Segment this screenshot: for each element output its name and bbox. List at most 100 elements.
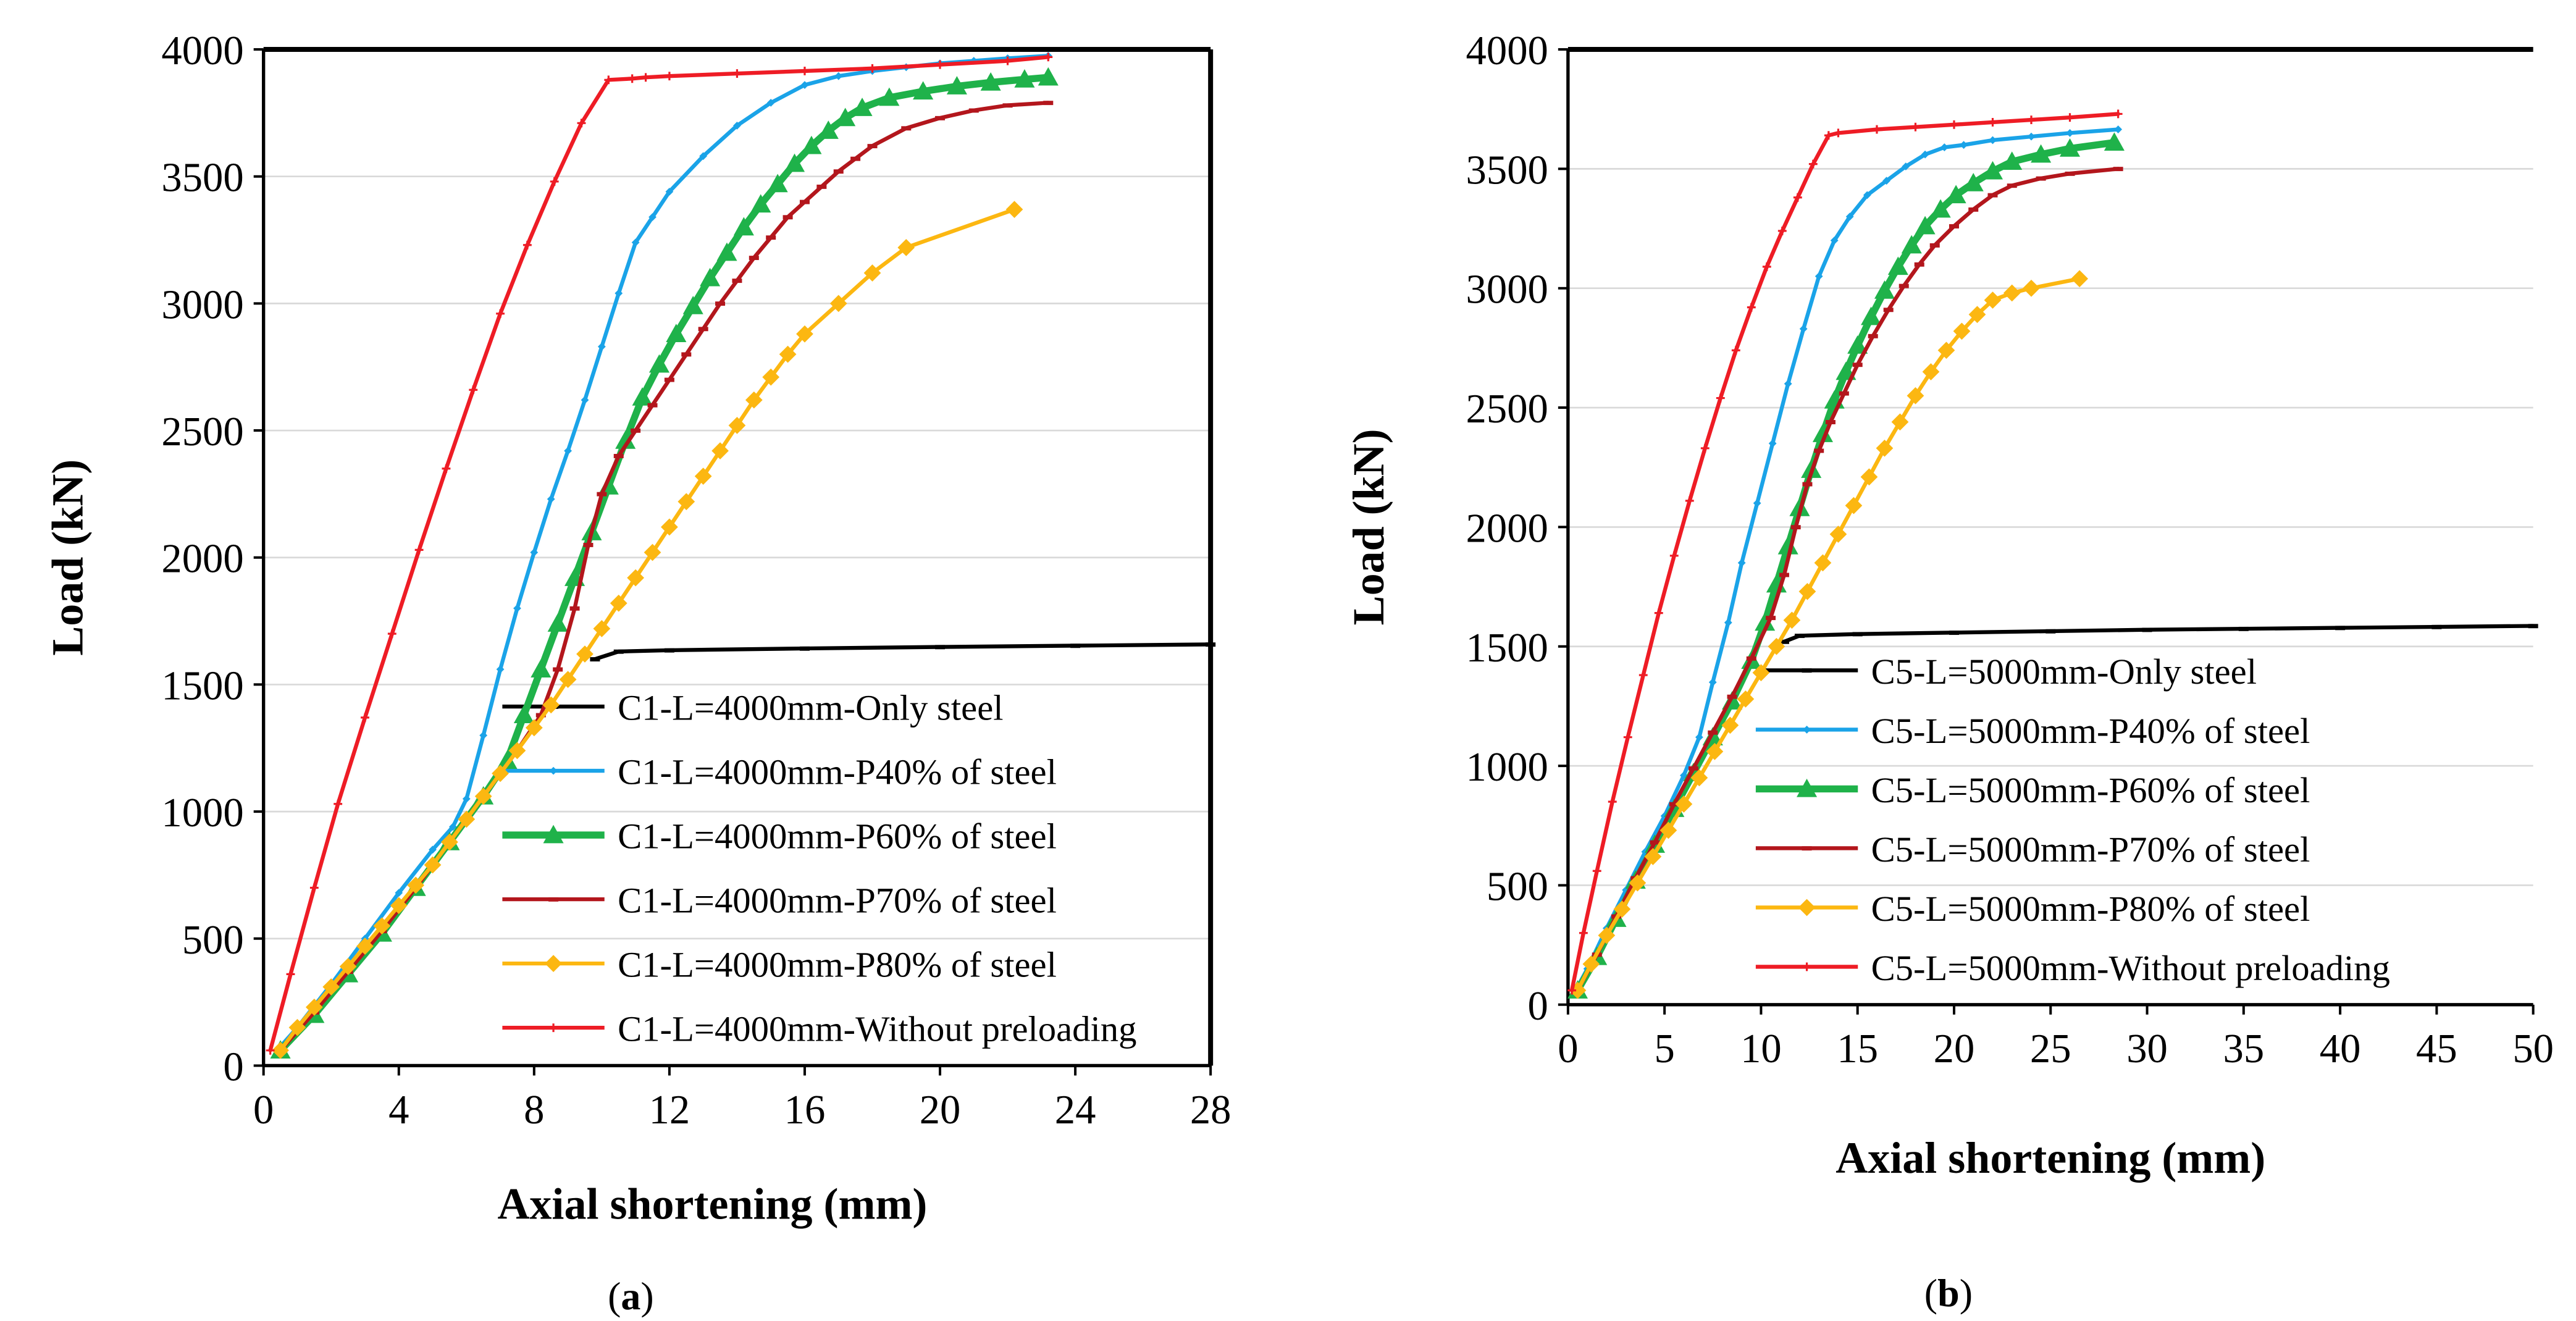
data-point-s1-10 bbox=[513, 604, 521, 613]
data-point-s3-24 bbox=[1968, 207, 1979, 212]
data-point-s5-19 bbox=[868, 64, 877, 73]
data-point-s2-legend bbox=[543, 824, 564, 844]
data-point-s5-7 bbox=[442, 464, 451, 473]
data-point-s3-20 bbox=[732, 279, 742, 283]
data-point-s5-2 bbox=[1592, 866, 1601, 876]
x-tick-label: 0 bbox=[1558, 1026, 1578, 1071]
data-point-s2-34 bbox=[1038, 67, 1059, 86]
data-point-s4-27 bbox=[728, 416, 746, 434]
data-point-s0-legend bbox=[1802, 668, 1812, 673]
legend-label: C1-L=4000mm-P60% of steel bbox=[618, 816, 1057, 856]
data-point-s4-12 bbox=[1752, 664, 1770, 682]
legend-label: C5-L=5000mm-Without preloading bbox=[1871, 948, 2390, 988]
data-point-s2-18 bbox=[1847, 335, 1868, 354]
data-point-s3-10 bbox=[1766, 616, 1776, 621]
data-point-s3-6 bbox=[1689, 766, 1699, 771]
data-point-s5-legend bbox=[549, 1023, 558, 1033]
data-point-s3-28 bbox=[867, 144, 878, 149]
x-tick-label: 40 bbox=[2320, 1026, 2361, 1071]
y-tick-label: 1500 bbox=[1466, 626, 1548, 671]
y-tick-label: 2000 bbox=[1466, 506, 1548, 551]
data-point-s5-2 bbox=[309, 883, 319, 892]
data-point-s4-15 bbox=[525, 719, 543, 737]
x-tick-label: 25 bbox=[2030, 1026, 2071, 1071]
data-point-s1-11 bbox=[1753, 499, 1761, 508]
y-tick-label: 3000 bbox=[161, 282, 243, 327]
data-point-s5-20 bbox=[1911, 122, 1920, 132]
data-point-s3-14 bbox=[631, 428, 641, 433]
data-point-s3-18 bbox=[1868, 333, 1878, 338]
data-point-s5-0 bbox=[266, 1046, 275, 1055]
data-point-s0-3 bbox=[799, 646, 810, 651]
data-point-s5-18 bbox=[800, 67, 809, 75]
data-point-s2-27 bbox=[1982, 161, 2003, 180]
data-point-s2-24 bbox=[1930, 199, 1951, 218]
chart-panel-a: 0 500 1000 1500 2000 2500 3000 3500 4000 0 4 8 12 16 2… bbox=[43, 28, 1231, 1318]
data-point-s3-19 bbox=[1883, 308, 1894, 312]
data-point-s1-17 bbox=[631, 238, 640, 247]
data-point-s5-15 bbox=[1793, 193, 1802, 202]
data-point-s3-17 bbox=[1852, 363, 1863, 367]
data-point-s3-11 bbox=[583, 542, 594, 547]
data-point-s3-12 bbox=[597, 492, 607, 497]
data-point-s2-28 bbox=[2002, 151, 2023, 170]
data-point-s3-22 bbox=[766, 235, 776, 240]
data-point-s4-2 bbox=[305, 998, 323, 1016]
data-point-s4-23 bbox=[1922, 363, 1940, 380]
x-tick-label: 4 bbox=[388, 1088, 409, 1133]
data-point-s5-10 bbox=[1716, 393, 1725, 403]
data-point-s1-14 bbox=[1799, 325, 1808, 333]
data-point-s1-legend bbox=[1803, 726, 1811, 734]
data-point-s4-17 bbox=[1829, 526, 1847, 543]
data-point-s0-2 bbox=[1852, 632, 1863, 637]
data-point-s5-22 bbox=[1988, 118, 1997, 127]
data-point-s4-5 bbox=[356, 937, 374, 955]
data-point-s0-5 bbox=[1070, 644, 1081, 648]
data-point-s3-16 bbox=[664, 377, 674, 382]
data-point-s3-11 bbox=[1779, 572, 1789, 577]
series-line-3 bbox=[1575, 167, 2120, 992]
data-point-s2-19 bbox=[700, 267, 721, 287]
data-point-s5-17 bbox=[1824, 131, 1833, 140]
data-point-s1-11 bbox=[530, 548, 539, 556]
data-point-s3-26 bbox=[2007, 183, 2017, 188]
x-tick-label: 15 bbox=[1837, 1026, 1878, 1071]
data-point-s2-27 bbox=[835, 107, 856, 127]
legend-label: C1-L=4000mm-P40% of steel bbox=[618, 752, 1057, 792]
x-tick-label: 5 bbox=[1654, 1026, 1674, 1071]
data-point-s4-8 bbox=[1690, 769, 1708, 787]
data-point-s3-15 bbox=[1825, 420, 1836, 424]
data-point-s5-12 bbox=[1747, 303, 1756, 312]
data-point-s4-28 bbox=[2003, 284, 2021, 302]
data-point-s2-32 bbox=[980, 72, 1001, 91]
data-point-s3-legend bbox=[1802, 846, 1812, 851]
data-point-s3-23 bbox=[782, 215, 793, 220]
data-point-s4-15 bbox=[1798, 582, 1816, 600]
data-point-s5-9 bbox=[1700, 443, 1710, 453]
data-point-s2-26 bbox=[1963, 173, 1984, 191]
x-tick-label: 8 bbox=[524, 1088, 544, 1133]
data-point-s3-7 bbox=[1708, 730, 1718, 735]
panel-caption: (b) bbox=[1924, 1271, 1973, 1315]
data-point-s1-8 bbox=[1708, 678, 1717, 687]
data-point-s5-21 bbox=[1950, 120, 1958, 129]
data-point-s3-12 bbox=[1790, 525, 1801, 530]
data-point-s2-20 bbox=[716, 242, 737, 261]
y-tick-label: 2000 bbox=[161, 537, 243, 582]
data-point-s5-7 bbox=[1669, 551, 1679, 560]
data-point-s3-25 bbox=[816, 184, 827, 189]
data-point-s2-25 bbox=[801, 135, 822, 154]
series-line-0 bbox=[1782, 624, 2535, 644]
x-tick-label: 30 bbox=[2126, 1026, 2168, 1071]
y-tick-label: 3500 bbox=[161, 156, 243, 201]
data-point-s3-27 bbox=[850, 156, 861, 161]
data-point-s4-1 bbox=[1582, 955, 1600, 973]
data-point-s2-19 bbox=[1861, 306, 1882, 325]
data-point-s5-3 bbox=[334, 799, 343, 808]
x-axis-title: Axial shortening (mm) bbox=[497, 1179, 927, 1228]
data-point-s3-33 bbox=[1043, 101, 1054, 106]
data-point-s1-19 bbox=[1882, 177, 1890, 185]
series-line-1 bbox=[1574, 127, 2120, 992]
data-point-s2-17 bbox=[666, 324, 687, 342]
x-tick-label: 28 bbox=[1190, 1088, 1231, 1133]
